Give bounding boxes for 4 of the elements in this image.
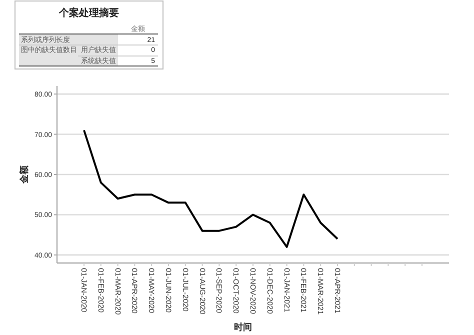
line-series <box>83 129 338 248</box>
x-axis-title: 时间 <box>234 322 252 332</box>
y-axis-title: 金额 <box>19 164 29 184</box>
text: 个案处理摘要 <box>58 7 119 19</box>
